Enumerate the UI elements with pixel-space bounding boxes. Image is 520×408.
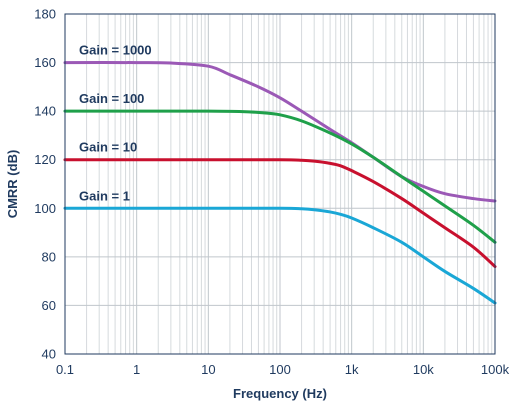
y-tick-label: 100 <box>34 201 56 216</box>
x-tick-label: 10k <box>413 362 434 377</box>
plot-frame <box>64 13 496 355</box>
y-tick-label: 40 <box>42 347 56 362</box>
x-tick-label: 0.1 <box>56 362 74 377</box>
y-tick-labels: 40 60 80 100 120 140 160 180 <box>34 7 56 362</box>
y-tick-label: 140 <box>34 104 56 119</box>
y-tick-label: 180 <box>34 7 56 22</box>
y-tick-label: 60 <box>42 298 56 313</box>
x-tick-label: 10 <box>201 362 215 377</box>
series-label-gain-1000: Gain = 1000 <box>79 43 152 58</box>
y-axis-title: CMRR (dB) <box>5 150 20 219</box>
x-tick-labels: 0.1 1 10 100 1k 10k 100k <box>56 362 510 377</box>
series-lines <box>63 61 497 305</box>
y-tick-label: 80 <box>42 249 56 264</box>
series-label-gain-100: Gain = 100 <box>79 91 144 106</box>
series-line-gain-1 <box>63 206 497 305</box>
x-axis-title: Frequency (Hz) <box>233 386 327 401</box>
series-line-gain-1000 <box>63 61 497 203</box>
x-tick-label: 100k <box>481 362 510 377</box>
series-label-gain-1: Gain = 1 <box>79 188 130 203</box>
y-tick-label: 120 <box>34 152 56 167</box>
x-tick-label: 1k <box>345 362 359 377</box>
series-line-gain-100 <box>63 109 497 244</box>
x-tick-label: 100 <box>269 362 291 377</box>
x-tick-label: 1 <box>133 362 140 377</box>
series-labels: Gain = 1000 Gain = 100 Gain = 10 Gain = 1 <box>79 43 152 204</box>
y-tick-label: 160 <box>34 55 56 70</box>
series-line-gain-10 <box>63 158 497 269</box>
series-label-gain-10: Gain = 10 <box>79 140 137 155</box>
